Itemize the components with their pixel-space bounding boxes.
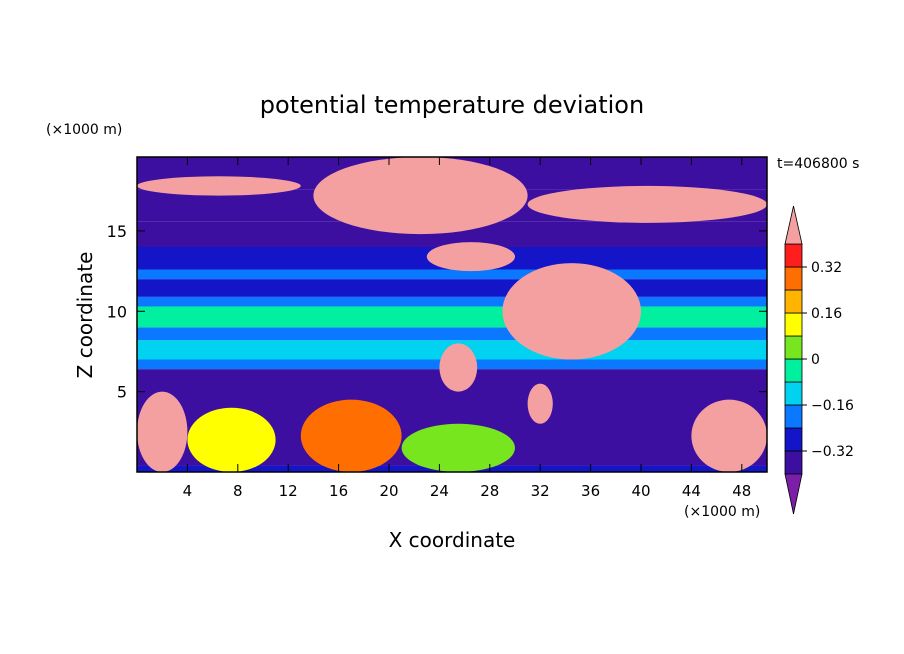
contour-patch <box>300 399 402 472</box>
contour-layer <box>137 306 767 328</box>
contour-patch <box>137 391 188 472</box>
x-axis: 4 8 12 16 20 24 28 32 36 40 44 48 <box>183 157 751 500</box>
x-tick-label: 16 <box>329 482 348 500</box>
colorbar-band <box>784 427 803 452</box>
chart-title: potential temperature deviation <box>260 91 644 119</box>
colorbar-band <box>784 381 803 406</box>
y-tick-label: 5 <box>117 383 127 402</box>
x-tick-label: 32 <box>531 482 550 500</box>
x-axis-label: X coordinate <box>389 528 516 552</box>
x-tick-label: 40 <box>631 482 650 500</box>
contour-field <box>137 157 767 472</box>
contour-layer <box>137 269 767 280</box>
colorbar-tick-label: 0.32 <box>811 260 842 276</box>
x-tick-label: 4 <box>183 482 193 500</box>
x-tick-label: 48 <box>732 482 751 500</box>
colorbar-tick-label: −0.32 <box>811 444 854 460</box>
y-tick-label: 15 <box>107 222 127 241</box>
colorbar-tick-label: 0 <box>811 352 820 368</box>
x-tick-label: 24 <box>430 482 449 500</box>
colorbar-band <box>784 335 803 360</box>
colorbar-extend-bottom <box>784 473 803 515</box>
colorbar-band <box>784 312 803 337</box>
contour-layer <box>137 279 767 297</box>
contour-patch <box>527 185 767 223</box>
contour-patch <box>691 399 767 472</box>
x-tick-label: 44 <box>682 482 701 500</box>
colorbar-band <box>784 404 803 429</box>
contour-patch <box>426 242 515 272</box>
colorbar-tick-label: 0.16 <box>811 306 842 322</box>
colorbar-extend-top <box>784 205 803 245</box>
y-tick-label: 10 <box>107 302 127 321</box>
colorbar-band <box>784 289 803 314</box>
colorbar-band <box>784 243 803 268</box>
y-axis: 5 10 15 <box>107 222 767 402</box>
contour-layer <box>137 296 767 307</box>
colorbar-tick-label: −0.16 <box>811 398 854 414</box>
contour-patch <box>439 343 478 392</box>
x-tick-label: 36 <box>581 482 600 500</box>
x-tick-label: 8 <box>233 482 243 500</box>
y-unit-label: (×1000 m) <box>46 122 122 138</box>
colorbar-band <box>784 450 803 475</box>
contour-patch <box>313 157 528 235</box>
contour-patch <box>527 383 553 424</box>
colorbar-band <box>784 266 803 291</box>
contour-patch <box>401 423 515 472</box>
contour-patch <box>137 176 301 196</box>
contour-patch <box>502 263 641 360</box>
colorbar-band <box>784 358 803 383</box>
contour-patch <box>187 407 276 472</box>
plot-frame <box>136 156 768 473</box>
x-tick-label: 12 <box>279 482 298 500</box>
y-axis-label: Z coordinate <box>73 252 97 379</box>
time-label: t=406800 s <box>777 156 859 172</box>
colorbar: 0.32 0.16 0 −0.16 −0.32 <box>784 205 854 515</box>
contour-layer <box>137 327 767 341</box>
x-unit-label: (×1000 m) <box>684 504 760 520</box>
x-tick-label: 20 <box>379 482 398 500</box>
x-tick-label: 28 <box>480 482 499 500</box>
